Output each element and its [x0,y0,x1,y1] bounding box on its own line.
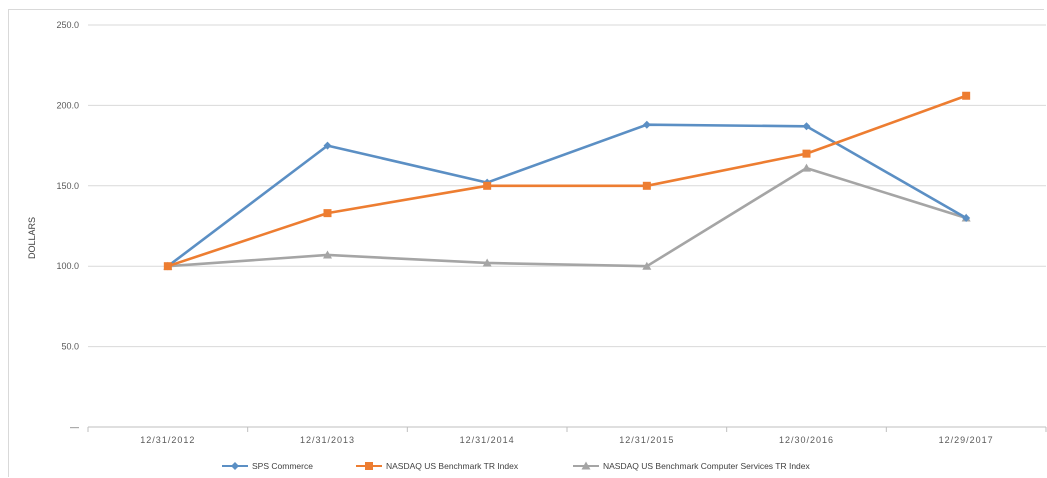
x-tick-labels: 12/31/2012 12/31/2013 12/31/2014 12/31/2015… [140,435,994,445]
x-tick-label: 12/29/2017 [939,435,994,445]
x-tick-label: 12/31/2012 [140,435,195,445]
data-point-marker [802,149,811,158]
x-tick-label: 12/30/2016 [779,435,834,445]
y-tick-labels: — 50.0 100.0 150.0 200.0 250.0 [56,20,79,432]
series-line [167,123,967,268]
y-tick-label: 100.0 [56,261,79,271]
data-point-marker [482,258,492,267]
data-point-marker [323,209,332,218]
series-line [167,94,967,268]
y-tick-label: 200.0 [56,100,79,110]
x-tick-label: 12/31/2014 [460,435,515,445]
legend-item: NASDAQ US Benchmark TR Index [356,461,519,471]
data-point-marker [163,262,172,271]
chart-frame [8,9,1044,477]
data-point-marker [802,122,811,131]
legend-item: SPS Commerce [222,461,313,471]
series-1 [163,91,971,271]
series-line [167,166,967,268]
data-point-marker [642,181,651,190]
y-axis-title: DOLLARS [27,217,37,259]
legend: SPS Commerce NASDAQ US Benchmark TR Index… [222,461,810,471]
legend-label: SPS Commerce [252,461,313,471]
data-point-marker [581,461,591,470]
y-tick-label: — [70,422,79,432]
data-point-marker [642,120,651,129]
series-0 [163,120,971,271]
y-tick-label: 150.0 [56,181,79,191]
data-point-marker [365,462,373,470]
data-point-marker [962,91,971,100]
data-point-marker [231,462,239,470]
x-tick-label: 12/31/2015 [619,435,674,445]
axes [87,426,1047,432]
y-tick-label: 250.0 [56,20,79,30]
x-tick-label: 12/31/2013 [300,435,355,445]
legend-label: NASDAQ US Benchmark TR Index [386,461,519,471]
legend-item: NASDAQ US Benchmark Computer Services TR… [573,461,810,471]
data-point-marker [802,163,811,172]
series-lines [163,91,971,271]
y-tick-label: 50.0 [61,342,79,352]
data-point-marker [323,141,332,150]
data-point-marker [642,261,652,270]
data-point-marker [323,250,332,259]
legend-label: NASDAQ US Benchmark Computer Services TR… [603,461,810,471]
data-point-marker [962,213,971,222]
data-point-marker [483,181,492,190]
